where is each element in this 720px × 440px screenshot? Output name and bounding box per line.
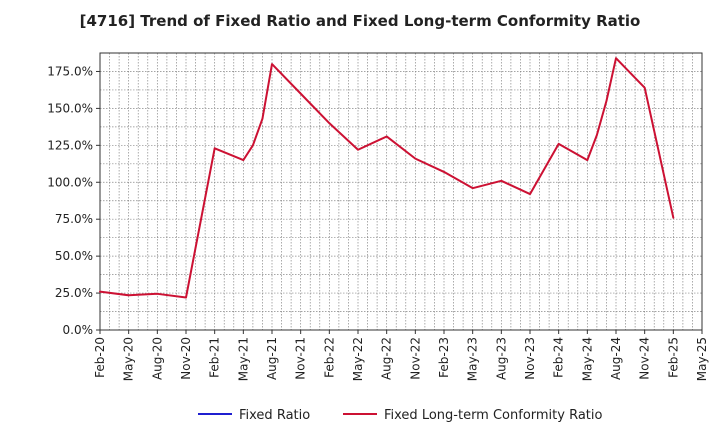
y-tick-label: 125.0% [47, 138, 93, 152]
x-tick-label: Feb-25 [666, 337, 680, 378]
x-tick-label: Feb-24 [552, 337, 566, 378]
legend-label: Fixed Ratio [239, 408, 310, 423]
axis-layer: 0.0% 25.0% 50.0% 75.0% 100.0% 125.0% 150.0% 175… [47, 52, 709, 381]
x-tick-label: Nov-23 [523, 337, 537, 380]
x-tick-label: Aug-23 [494, 337, 508, 380]
x-tick-label: May-24 [580, 337, 594, 381]
y-tick-label: 150.0% [47, 101, 93, 115]
y-tick-label: 50.0% [55, 249, 93, 263]
x-tick-label: May-20 [122, 337, 136, 381]
x-tick-label: Feb-20 [93, 337, 107, 378]
series-layer [99, 57, 675, 299]
x-tick-label: Aug-22 [380, 337, 394, 380]
x-tick-label: Feb-22 [322, 337, 336, 378]
x-tick-label: May-25 [695, 337, 709, 381]
chart-title: [4716] Trend of Fixed Ratio and Fixed Lo… [79, 12, 641, 30]
x-tick-label: Aug-24 [609, 337, 623, 380]
x-tick-label: May-21 [236, 337, 250, 381]
grid-layer [100, 53, 702, 330]
legend-label: Fixed Long-term Conformity Ratio [384, 408, 603, 423]
x-tick-label: Feb-21 [208, 337, 222, 378]
y-tick-label: 175.0% [47, 64, 93, 78]
y-tick-label: 75.0% [55, 212, 93, 226]
x-tick-label: Nov-24 [638, 337, 652, 380]
y-tick-label: 0.0% [63, 323, 94, 337]
x-tick-label: Feb-23 [437, 337, 451, 378]
y-tick-label: 100.0% [47, 175, 93, 189]
x-tick-label: May-22 [351, 337, 365, 381]
y-tick-label: 25.0% [55, 286, 93, 300]
x-tick-label: May-23 [466, 337, 480, 381]
x-tick-label: Nov-20 [179, 337, 193, 380]
x-tick-label: Nov-22 [408, 337, 422, 380]
x-tick-label: Aug-20 [150, 337, 164, 380]
series-line-1 [99, 57, 675, 299]
legend-layer: Fixed Ratio Fixed Long-term Conformity Ra… [198, 408, 603, 423]
x-tick-label: Nov-21 [294, 337, 308, 380]
plot-border [99, 52, 703, 331]
x-tick-label: Aug-21 [265, 337, 279, 380]
